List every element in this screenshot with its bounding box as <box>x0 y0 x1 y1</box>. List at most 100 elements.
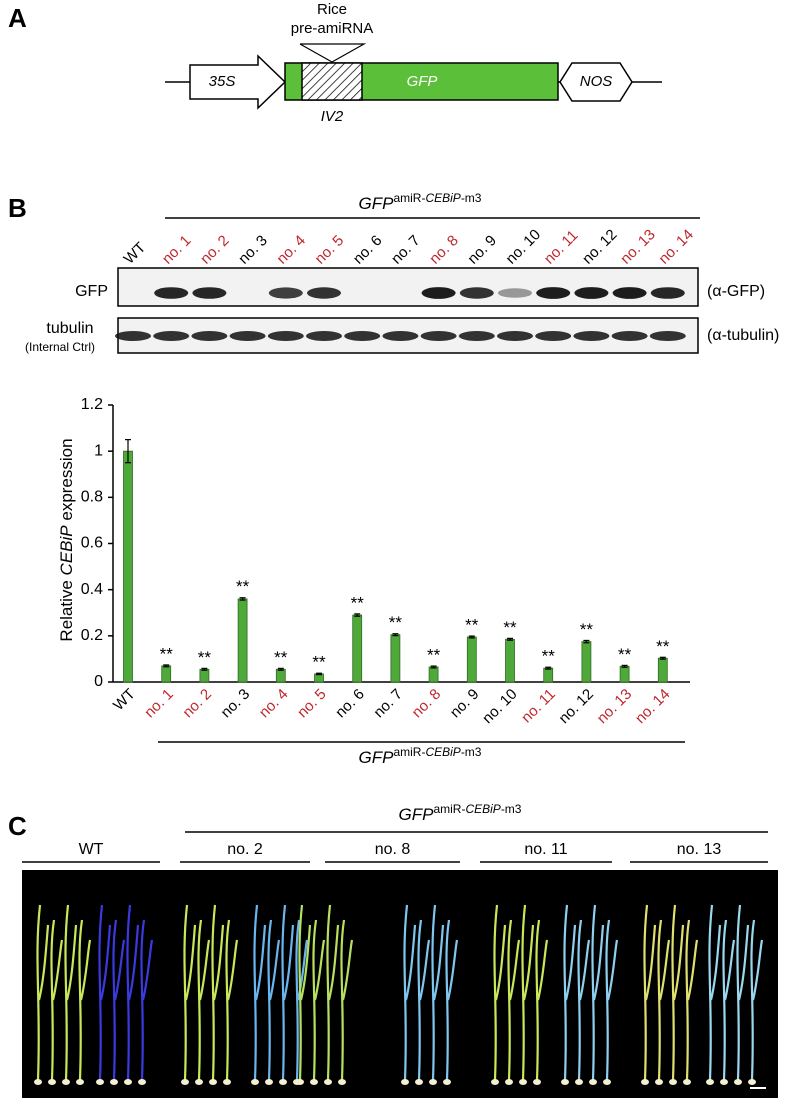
seed <box>62 1079 70 1085</box>
seedling <box>643 904 657 1081</box>
bar <box>581 641 592 683</box>
blot-label: GFP <box>75 283 108 300</box>
seed <box>720 1079 728 1085</box>
seed <box>110 1079 118 1085</box>
x-tick-label: no. 2 <box>179 686 215 722</box>
seed <box>734 1079 742 1085</box>
antibody-label: (α-tubulin) <box>707 327 779 344</box>
band <box>154 287 189 299</box>
seed <box>195 1079 203 1085</box>
band <box>573 331 610 341</box>
group-label: GFPamiR-CEBiP-m3 <box>359 745 482 767</box>
seed <box>589 1079 597 1085</box>
seedling <box>708 904 722 1081</box>
seedling <box>225 919 239 1081</box>
lane-label: no. 13 <box>617 226 659 268</box>
band <box>650 287 685 299</box>
blot <box>117 267 699 307</box>
seed <box>641 1079 649 1085</box>
seed <box>748 1079 756 1085</box>
x-tick-label: no. 10 <box>479 686 521 728</box>
band <box>535 331 572 341</box>
seedling <box>78 919 92 1081</box>
y-tick-label: 0.4 <box>81 581 103 598</box>
x-tick-label: no. 12 <box>556 686 598 728</box>
panel-label: C <box>8 811 27 841</box>
seedling <box>750 919 764 1081</box>
lane-label: no. 3 <box>235 232 271 268</box>
x-tick-label: no. 11 <box>518 686 559 727</box>
seed <box>251 1079 259 1085</box>
seed <box>279 1079 287 1085</box>
band <box>344 331 381 341</box>
insert-triangle <box>300 43 367 63</box>
seedling <box>431 904 445 1081</box>
lane-label: no. 1 <box>159 232 195 268</box>
significance: ** <box>618 645 632 664</box>
lane-label: no. 12 <box>579 226 621 268</box>
seedling <box>671 904 685 1081</box>
seed <box>683 1079 691 1085</box>
seedling <box>417 919 431 1081</box>
y-tick-label: 0.2 <box>81 627 103 644</box>
seed <box>706 1079 714 1085</box>
seedling <box>98 904 112 1081</box>
bar <box>123 450 133 683</box>
seedling <box>326 904 340 1081</box>
promoter-label: 35S <box>209 73 236 90</box>
seed <box>655 1079 663 1085</box>
band <box>498 288 532 298</box>
seed <box>491 1079 499 1085</box>
band <box>191 331 228 341</box>
significance: ** <box>274 648 288 667</box>
group-label: GFPamiR-CEBiP-m3 <box>359 191 482 213</box>
seedling <box>50 919 64 1081</box>
seedling <box>112 919 126 1081</box>
band <box>459 287 494 299</box>
lane-label: no. 11 <box>541 227 582 268</box>
seedling <box>605 919 619 1081</box>
terminator <box>559 62 633 102</box>
seedling <box>657 919 671 1081</box>
band <box>536 287 571 299</box>
seed <box>575 1079 583 1085</box>
band <box>420 331 457 341</box>
seed <box>223 1079 231 1085</box>
insert-label: pre-amiRNA <box>291 20 374 37</box>
seedling <box>445 919 459 1081</box>
band <box>153 331 190 341</box>
x-tick-label: no. 6 <box>332 686 368 722</box>
y-tick-label: 0.8 <box>81 489 103 506</box>
terminator-label: NOS <box>580 73 613 90</box>
intron-label: IV2 <box>321 108 344 125</box>
bar <box>428 666 439 683</box>
lane-label: no. 10 <box>503 226 545 268</box>
seed <box>209 1079 217 1085</box>
band <box>306 331 342 341</box>
band <box>307 287 341 299</box>
significance: ** <box>580 620 594 639</box>
seed <box>181 1079 189 1085</box>
lane-label: no. 2 <box>197 232 233 268</box>
lane-label: no. 5 <box>312 232 348 268</box>
seedling <box>591 904 605 1081</box>
seed <box>561 1079 569 1085</box>
x-tick-label: no. 4 <box>256 686 292 722</box>
band <box>612 287 647 299</box>
bar <box>352 614 363 683</box>
seed <box>124 1079 132 1085</box>
bar <box>275 668 286 683</box>
lane-label: no. 7 <box>388 232 424 268</box>
significance: ** <box>542 647 556 666</box>
significance: ** <box>351 593 365 612</box>
significance: ** <box>503 618 517 637</box>
seedling <box>281 904 295 1081</box>
bar <box>199 668 210 683</box>
insert-triangle <box>299 43 333 63</box>
seed <box>669 1079 677 1085</box>
significance: ** <box>389 613 403 632</box>
seedling <box>36 904 50 1081</box>
seed <box>401 1079 409 1085</box>
x-tick-label: no. 7 <box>370 686 406 722</box>
promoter-arrow <box>189 54 287 110</box>
